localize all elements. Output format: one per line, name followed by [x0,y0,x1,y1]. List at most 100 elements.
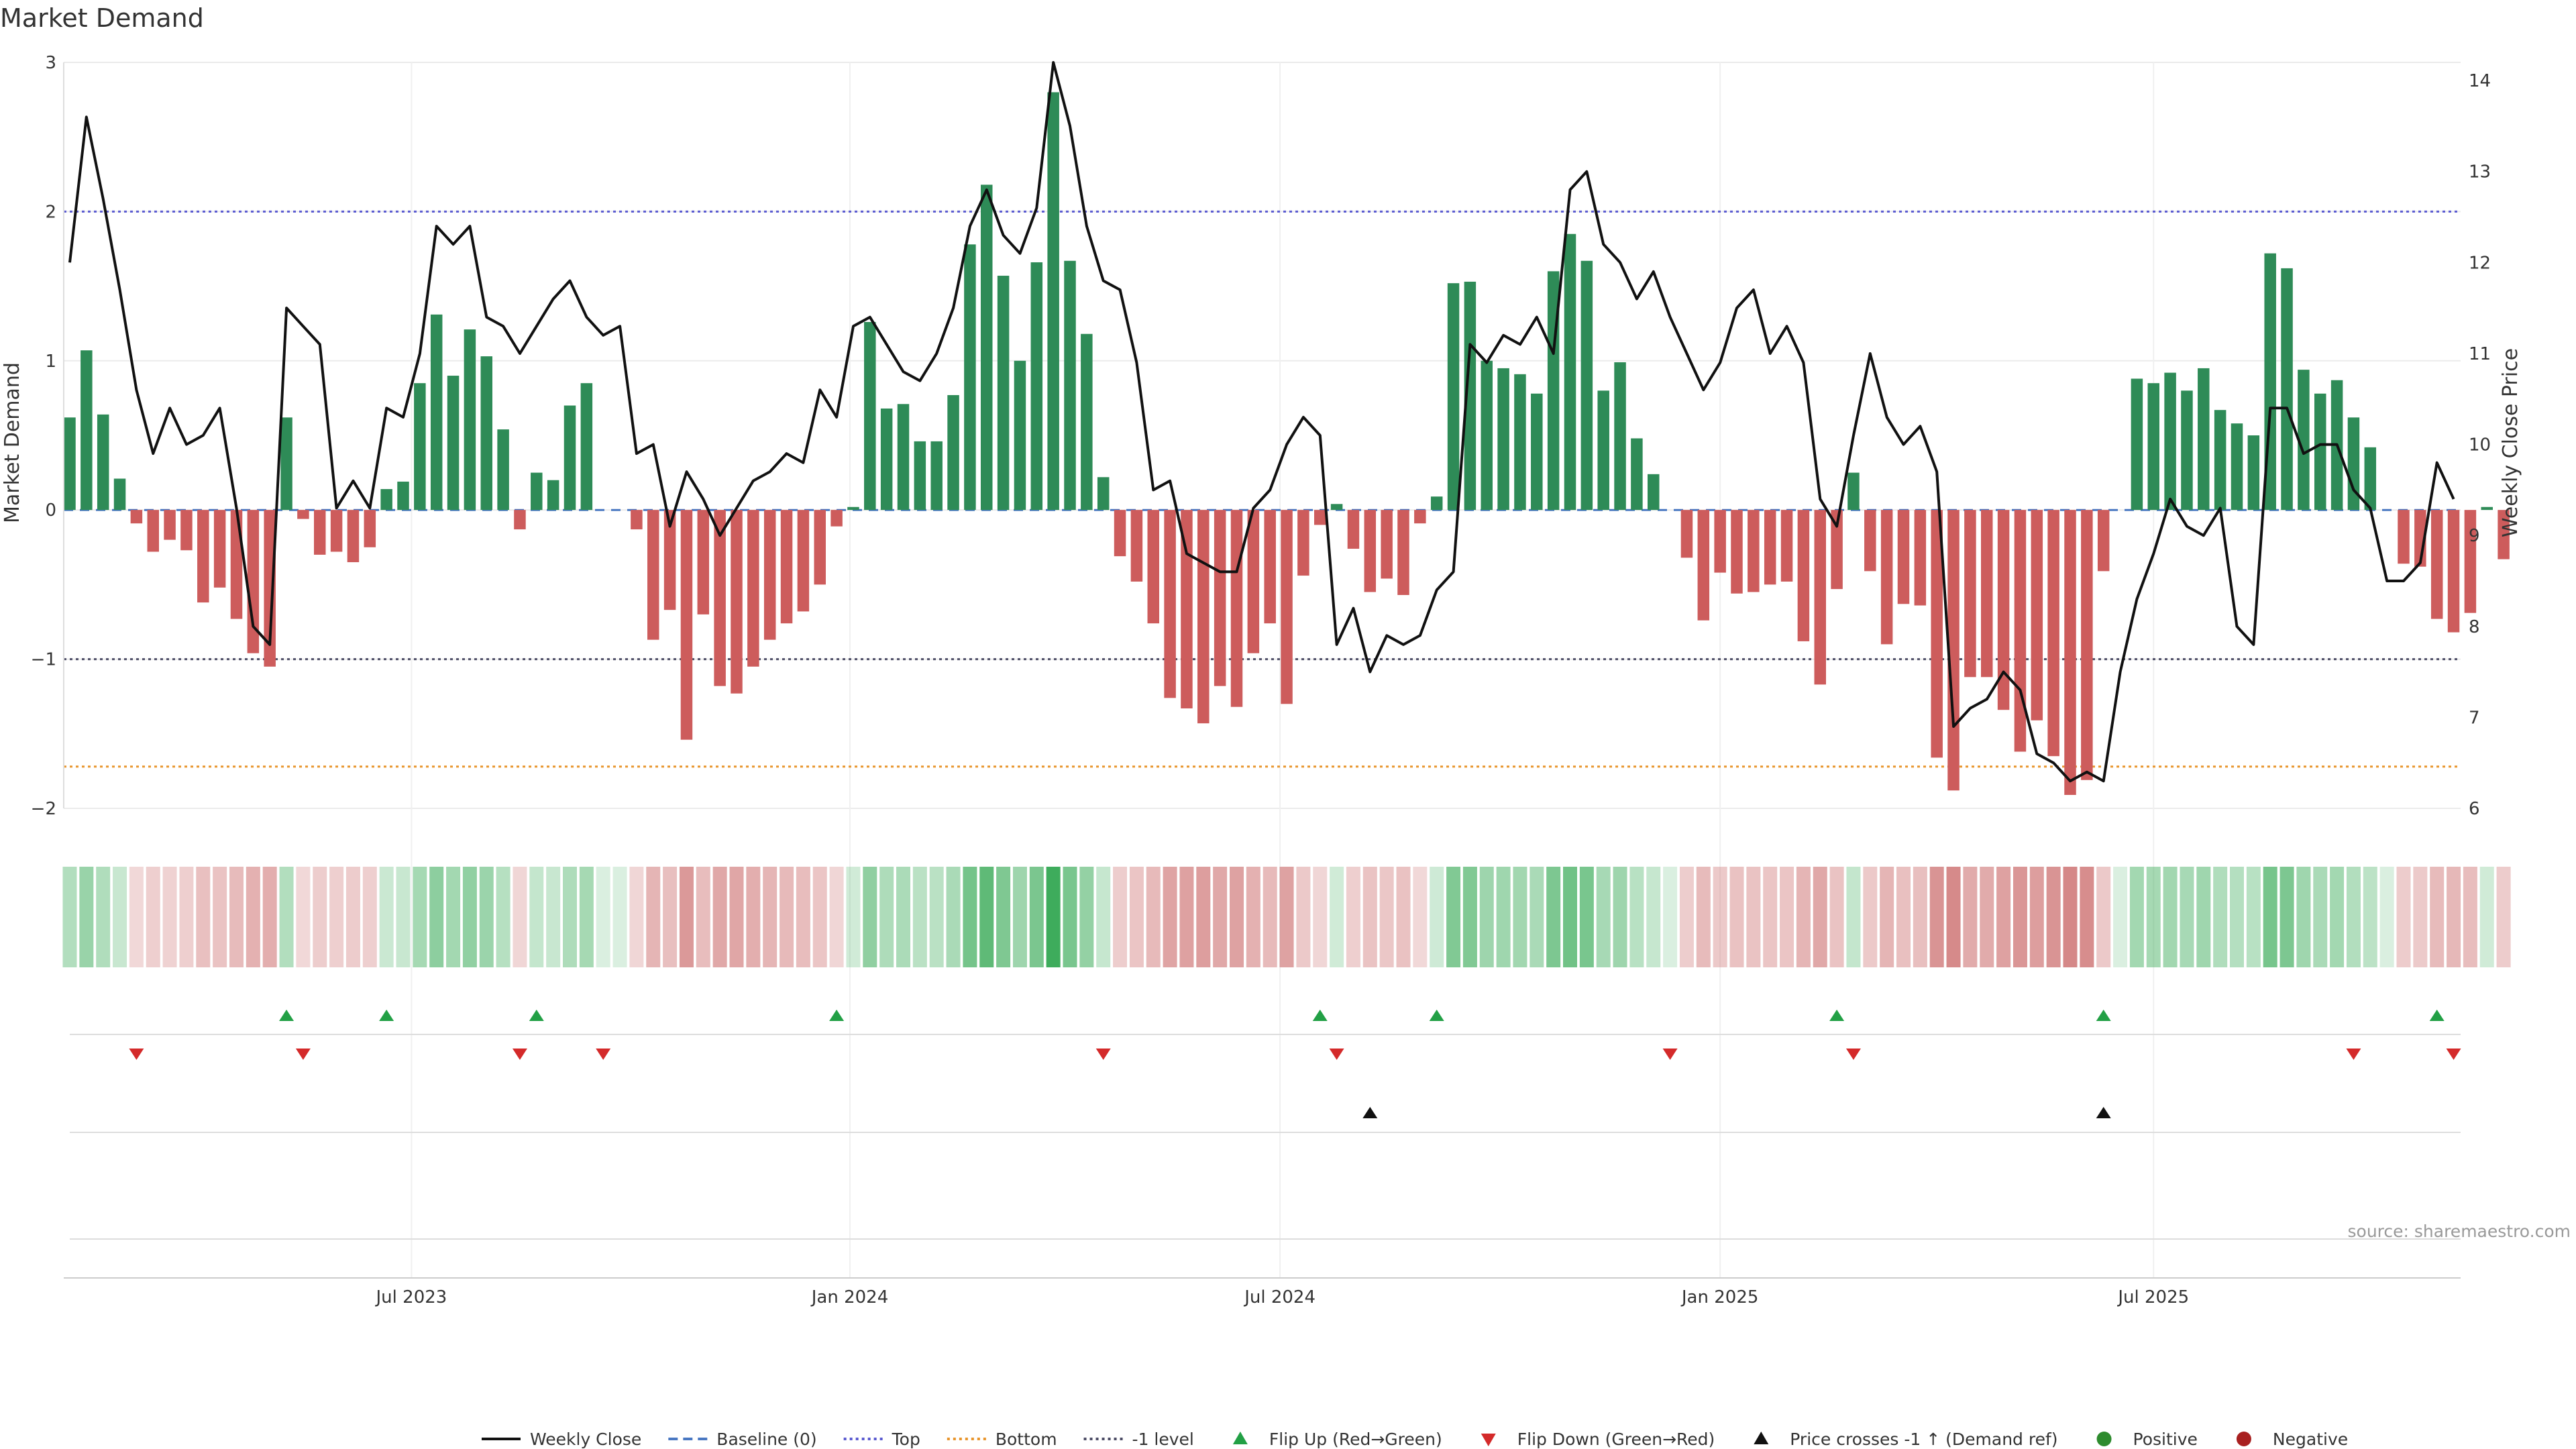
legend-item: -1 level [1083,1430,1194,1449]
heat-cell [546,867,561,967]
demand-bar [864,321,876,511]
demand-bar [631,510,643,530]
demand-bar [1114,510,1126,557]
flip-markers-panel [70,1010,2461,1060]
heat-cell [279,867,294,967]
demand-bar [297,510,309,519]
heat-cell [2113,867,2128,967]
flip-down-marker [512,1049,527,1060]
heat-cell [513,867,527,967]
heat-cell [1179,867,1194,967]
heat-cell [846,867,861,967]
demand-bar [197,510,209,603]
demand-bar [2498,510,2510,559]
heat-cell [763,867,777,967]
heat-cell [1679,867,1694,967]
demand-bar [1047,92,1059,511]
demand-bar [1147,510,1159,624]
heat-cell [462,867,477,967]
heat-cell [2330,867,2345,967]
source-label: source: sharemaestro.com [2348,1222,2571,1241]
heat-cell [1246,867,1260,967]
heat-cell [179,867,194,967]
demand-bar [1297,510,1309,576]
heat-cell [146,867,160,967]
heat-cell [1529,867,1544,967]
demand-bar [1414,510,1426,524]
demand-heat-strip [62,867,2511,967]
demand-bar [2447,510,2460,633]
demand-bar [1797,510,1810,641]
legend-label: Baseline (0) [716,1430,816,1449]
x-tick-label: Jan 2025 [1680,1287,1759,1307]
y-tick-label: −2 [31,799,56,819]
demand-bar [1281,510,1293,704]
demand-bar [580,383,593,511]
demand-bar [1914,510,1927,606]
demand-bar [2147,383,2159,511]
demand-bar [414,383,426,511]
heat-cell [1929,867,1944,967]
heat-cell [2196,867,2211,967]
heat-cell [2430,867,2445,967]
demand-bar [330,510,343,552]
demand-bar [1464,281,1477,511]
flip-up-marker [829,1010,845,1021]
demand-bar [514,510,526,530]
heat-cell [963,867,977,967]
demand-bar [2347,417,2360,511]
heat-cell [1096,867,1111,967]
demand-bar [1347,510,1360,549]
demand-bar [663,510,676,610]
demand-bar [1780,510,1793,582]
heat-cell [1379,867,1394,967]
heat-cell [1462,867,1477,967]
demand-bar [1680,510,1693,558]
demand-bar [1514,374,1526,511]
price-line-layer [68,61,2455,783]
flip-down-marker [129,1049,144,1060]
demand-bar [2281,268,2293,511]
y2-tick-label: 8 [2469,617,2480,637]
y2-tick-label: 6 [2469,799,2480,819]
demand-bar [1631,438,1643,511]
y2-axis-label: Weekly Close Price [2499,348,2522,537]
flip-up-marker [279,1010,294,1021]
demand-bar [1214,510,1226,686]
legend-item: Negative [2236,1430,2348,1449]
legend-item: Baseline (0) [668,1430,817,1449]
legend: Weekly Close Baseline (0) Top Bottom -1 leve… [482,1430,2348,1449]
heat-cell [479,867,494,967]
heat-cell [229,867,244,967]
heat-cell [2096,867,2111,967]
demand-bar [1564,233,1576,511]
heat-cell [162,867,177,967]
heat-cell [796,867,810,967]
heat-cell [1063,867,1077,967]
demand-bar [2231,423,2243,511]
flip-down-marker [2446,1049,2461,1060]
demand-bar [447,376,460,511]
heat-cell [2463,867,2477,967]
demand-bar [180,510,193,551]
demand-bar [1497,368,1509,511]
heat-cell [1479,867,1494,967]
heat-cell [812,867,827,967]
heat-cell [1896,867,1911,967]
demand-bar [80,350,93,511]
demand-bar [1247,510,1260,653]
demand-bar [1164,510,1176,698]
heat-cell [1713,867,1727,967]
flip-up-marker [1829,1010,1845,1021]
y2-tick-label: 14 [2469,71,2491,91]
demand-bar [1648,474,1660,511]
heat-cell [2296,867,2311,967]
heat-cell [362,867,377,967]
heat-cell [2163,867,2178,967]
legend-label: Positive [2133,1430,2198,1449]
demand-bar [1014,360,1026,511]
heat-cell [929,867,944,967]
demand-bar [2014,510,2027,752]
demand-bar [780,510,793,624]
demand-bar [1181,510,1193,708]
